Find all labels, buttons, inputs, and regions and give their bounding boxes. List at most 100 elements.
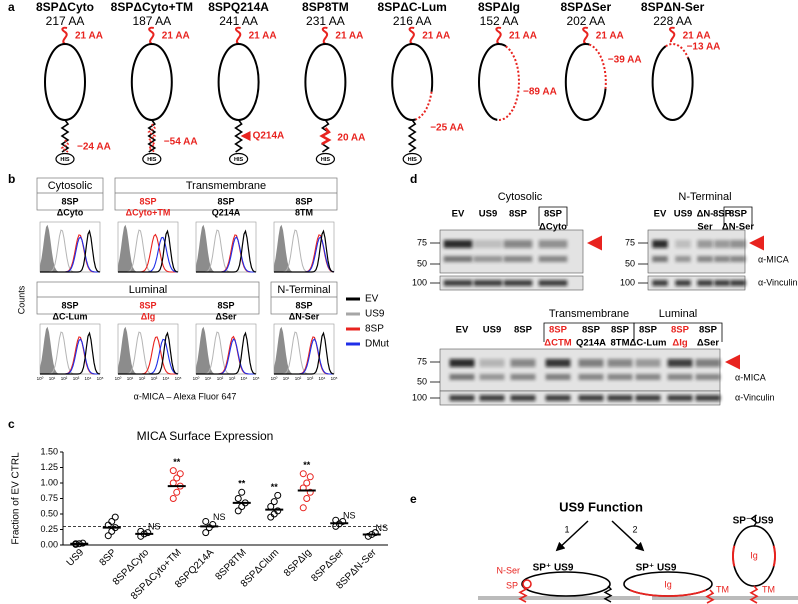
histogram-ev [40, 331, 101, 375]
signal-peptide [321, 26, 329, 45]
sample-label: Q214A [212, 207, 241, 217]
diagram-title: US9 Function [559, 499, 643, 514]
significance: NS [213, 512, 226, 522]
histogram-ev [118, 229, 179, 273]
legend-label: 8SP [365, 324, 384, 335]
x-tick-label: 10³ [73, 376, 80, 381]
lane-label: ΔSer [697, 338, 719, 349]
band [473, 256, 503, 262]
construct-length: 228 AA [653, 14, 692, 28]
construct-length: 152 AA [480, 14, 519, 28]
histogram-ev [196, 331, 257, 375]
band [578, 374, 604, 380]
arrow [611, 520, 645, 552]
panel-label: c [8, 417, 15, 431]
sp-label: 21 AA [162, 31, 190, 42]
x-tick-label: 10² [61, 376, 68, 381]
band [730, 256, 746, 262]
band [479, 395, 505, 401]
data-point [306, 473, 314, 481]
band [578, 359, 604, 367]
data-point [173, 488, 181, 496]
his-label: HIS [321, 157, 331, 163]
mw-marker: 100 [620, 277, 635, 287]
lane-label: EV [654, 209, 667, 220]
his-label: HIS [234, 157, 244, 163]
his-tag [315, 152, 335, 166]
band [510, 374, 536, 380]
data-point [303, 479, 311, 487]
path-number: 2 [632, 524, 637, 534]
band [510, 395, 536, 401]
data-point [202, 529, 210, 537]
data-point [274, 491, 282, 499]
x-tick-label: 10¹ [49, 376, 56, 381]
histogram-isotype [118, 224, 178, 272]
band [675, 280, 691, 286]
x-tick-label: 10² [295, 376, 302, 381]
panel-label: e [410, 492, 417, 506]
axis-label: Fraction of EV CTRL [11, 452, 22, 545]
band [607, 359, 633, 367]
his-label: HIS [147, 157, 157, 163]
construct-name: 8SPΔSer [560, 0, 611, 14]
band [607, 374, 633, 380]
x-tick-label: 10⁵ [97, 376, 104, 381]
x-tick-label: 10⁰ [115, 376, 122, 381]
mw-marker: 100 [412, 392, 427, 402]
band [667, 359, 693, 367]
construct-name: 8SPΔC-Lum [378, 0, 447, 14]
x-tick-label: 10⁴ [241, 376, 248, 381]
model-label: Ig [750, 550, 758, 560]
band [503, 256, 533, 262]
model-label: N-Ser [496, 565, 520, 575]
band [730, 280, 746, 286]
domain-oval [304, 43, 347, 121]
deleted-region [497, 45, 521, 122]
group-title: N-Terminal [277, 284, 330, 296]
tail [750, 514, 758, 527]
change-label: 20 AA [337, 133, 365, 144]
band [667, 395, 693, 401]
deleted-tail [147, 123, 157, 153]
band [479, 359, 505, 367]
data-point [108, 527, 116, 535]
band [545, 374, 571, 380]
blot-header: N-Terminal [678, 191, 731, 203]
domain-oval [44, 43, 86, 121]
signal-peptide [518, 585, 528, 603]
lane-label: 8TM [611, 338, 630, 349]
band [449, 359, 475, 367]
antibody-label: α-Vinculin [735, 392, 775, 402]
data-point [108, 517, 116, 525]
data-point [238, 503, 246, 511]
histogram-isotype [196, 326, 256, 374]
data-point [270, 498, 278, 506]
band [697, 240, 713, 248]
header-bracket [723, 206, 753, 226]
sample-label: 8SP [217, 300, 234, 310]
deleted-region [665, 43, 689, 59]
signal-peptide [582, 26, 589, 45]
sample-label: 8TM [295, 207, 313, 217]
data-point [202, 517, 210, 525]
band [578, 395, 604, 401]
lane-label: 8SP [671, 325, 690, 336]
lane-label: 8SP [729, 209, 748, 220]
signal-peptide [495, 26, 502, 45]
band [443, 280, 473, 286]
sample-label: 8SP [217, 196, 234, 206]
histogram-isotype [196, 224, 256, 272]
sample-label: 8SP [139, 300, 156, 310]
data-point [364, 532, 372, 540]
tail [407, 119, 417, 153]
signal-peptide [148, 26, 155, 45]
band [479, 374, 505, 380]
data-point [169, 467, 177, 475]
group-title: Cytosolic [48, 180, 93, 192]
change-label: −89 AA [523, 87, 557, 98]
lane-label: 8SP [582, 325, 601, 336]
histogram-ev [274, 229, 335, 273]
data-point [238, 488, 246, 496]
band [538, 280, 568, 286]
